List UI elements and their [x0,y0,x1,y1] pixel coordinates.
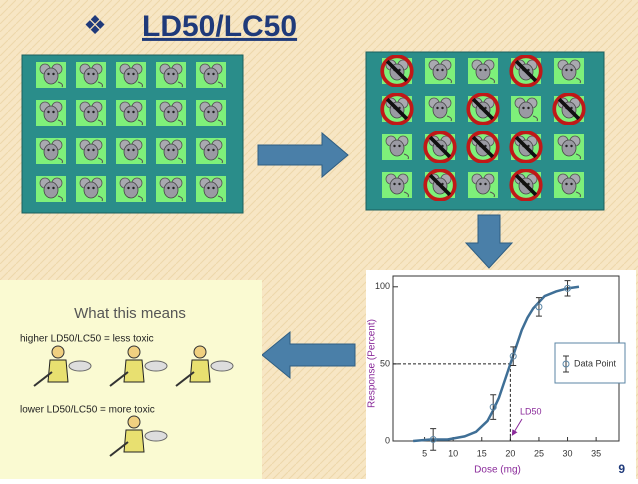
error-bar [564,280,571,297]
mouse [468,58,498,84]
figure-body [189,359,211,383]
meaning-line: lower LD50/LC50 = more toxic [20,405,155,416]
x-tick-label: 10 [448,448,458,458]
mouse [554,172,584,198]
meaning-line: higher LD50/LC50 = less toxic [20,334,154,345]
figure-head [127,415,141,429]
y-axis-label: Response (Percent) [367,319,378,408]
figure-head [193,345,207,359]
annotation-arrow [511,418,523,436]
figure-spoon [109,441,129,457]
title: LD50/LC50 [142,10,297,43]
x-tick-label: 35 [591,448,601,458]
data-point [429,435,437,443]
title-bullet: ❖ [83,10,106,40]
error-bar [510,346,517,366]
data-point [564,284,572,292]
mouse [156,138,186,164]
mouse [36,100,66,126]
mouse [36,176,66,202]
x-tick-label: 20 [505,448,515,458]
figure-spoon [175,371,195,387]
figure-body [123,359,145,383]
page-number: 9 [618,462,625,476]
data-point [509,352,517,360]
mouse [36,62,66,88]
mouse [76,100,106,126]
x-tick-label: 5 [422,448,427,458]
legend-box [554,342,626,384]
error-bar [535,297,542,317]
mouse [76,138,106,164]
y-tick-label: 100 [375,281,390,291]
figure-body [123,429,145,453]
arrow-down [464,214,514,269]
x-axis-label: Dose (mg) [474,465,521,476]
arrow-left [261,330,356,380]
mouse [76,62,106,88]
mouse [156,62,186,88]
mouse [36,138,66,164]
meaning-panel: What this means higher LD50/LC50 = less … [0,280,262,479]
figure-bowl [144,430,168,442]
mouse [425,96,455,122]
data-point [535,303,543,311]
meaning-heading: What this means [74,305,186,322]
mouse [156,100,186,126]
x-tick-label: 25 [534,448,544,458]
y-tick-label: 0 [385,435,390,445]
chart: 9 0 50 100 5 10 15 20 25 30 35 Dose (mg) Response (… [366,270,636,479]
mouse [116,176,146,202]
error-bar [490,394,497,420]
mouse [511,96,541,122]
mouse [554,58,584,84]
figure-head [51,345,65,359]
figure-bowl [68,360,92,372]
annotation: LD50 [520,406,542,416]
y-tick-label: 50 [380,358,390,368]
mouse [554,134,584,160]
figure-spoon [33,371,53,387]
mouse [76,176,106,202]
mouse [196,62,226,88]
mouse [116,100,146,126]
legend-label: Data Point [574,358,617,368]
mouse [468,172,498,198]
mouse [382,134,412,160]
figure-body [47,359,69,383]
figure-head [127,345,141,359]
fit-curve [413,285,580,443]
data-point [489,403,497,411]
mouse [425,58,455,84]
mouse [156,176,186,202]
mouse-grid-before [21,54,244,214]
arrow-right [257,131,349,179]
error-bar [430,428,437,451]
figure-bowl [144,360,168,372]
mouse [196,176,226,202]
mouse [196,138,226,164]
figure-bowl [210,360,234,372]
x-tick-label: 15 [477,448,487,458]
mouse [116,62,146,88]
figures [33,345,234,457]
figure-spoon [109,371,129,387]
mouse-grid-after [365,51,605,211]
legend-marker [562,360,570,368]
legend-marker-bar [563,355,569,373]
x-tick-label: 30 [563,448,573,458]
mouse [196,100,226,126]
mouse [116,138,146,164]
mouse [382,172,412,198]
